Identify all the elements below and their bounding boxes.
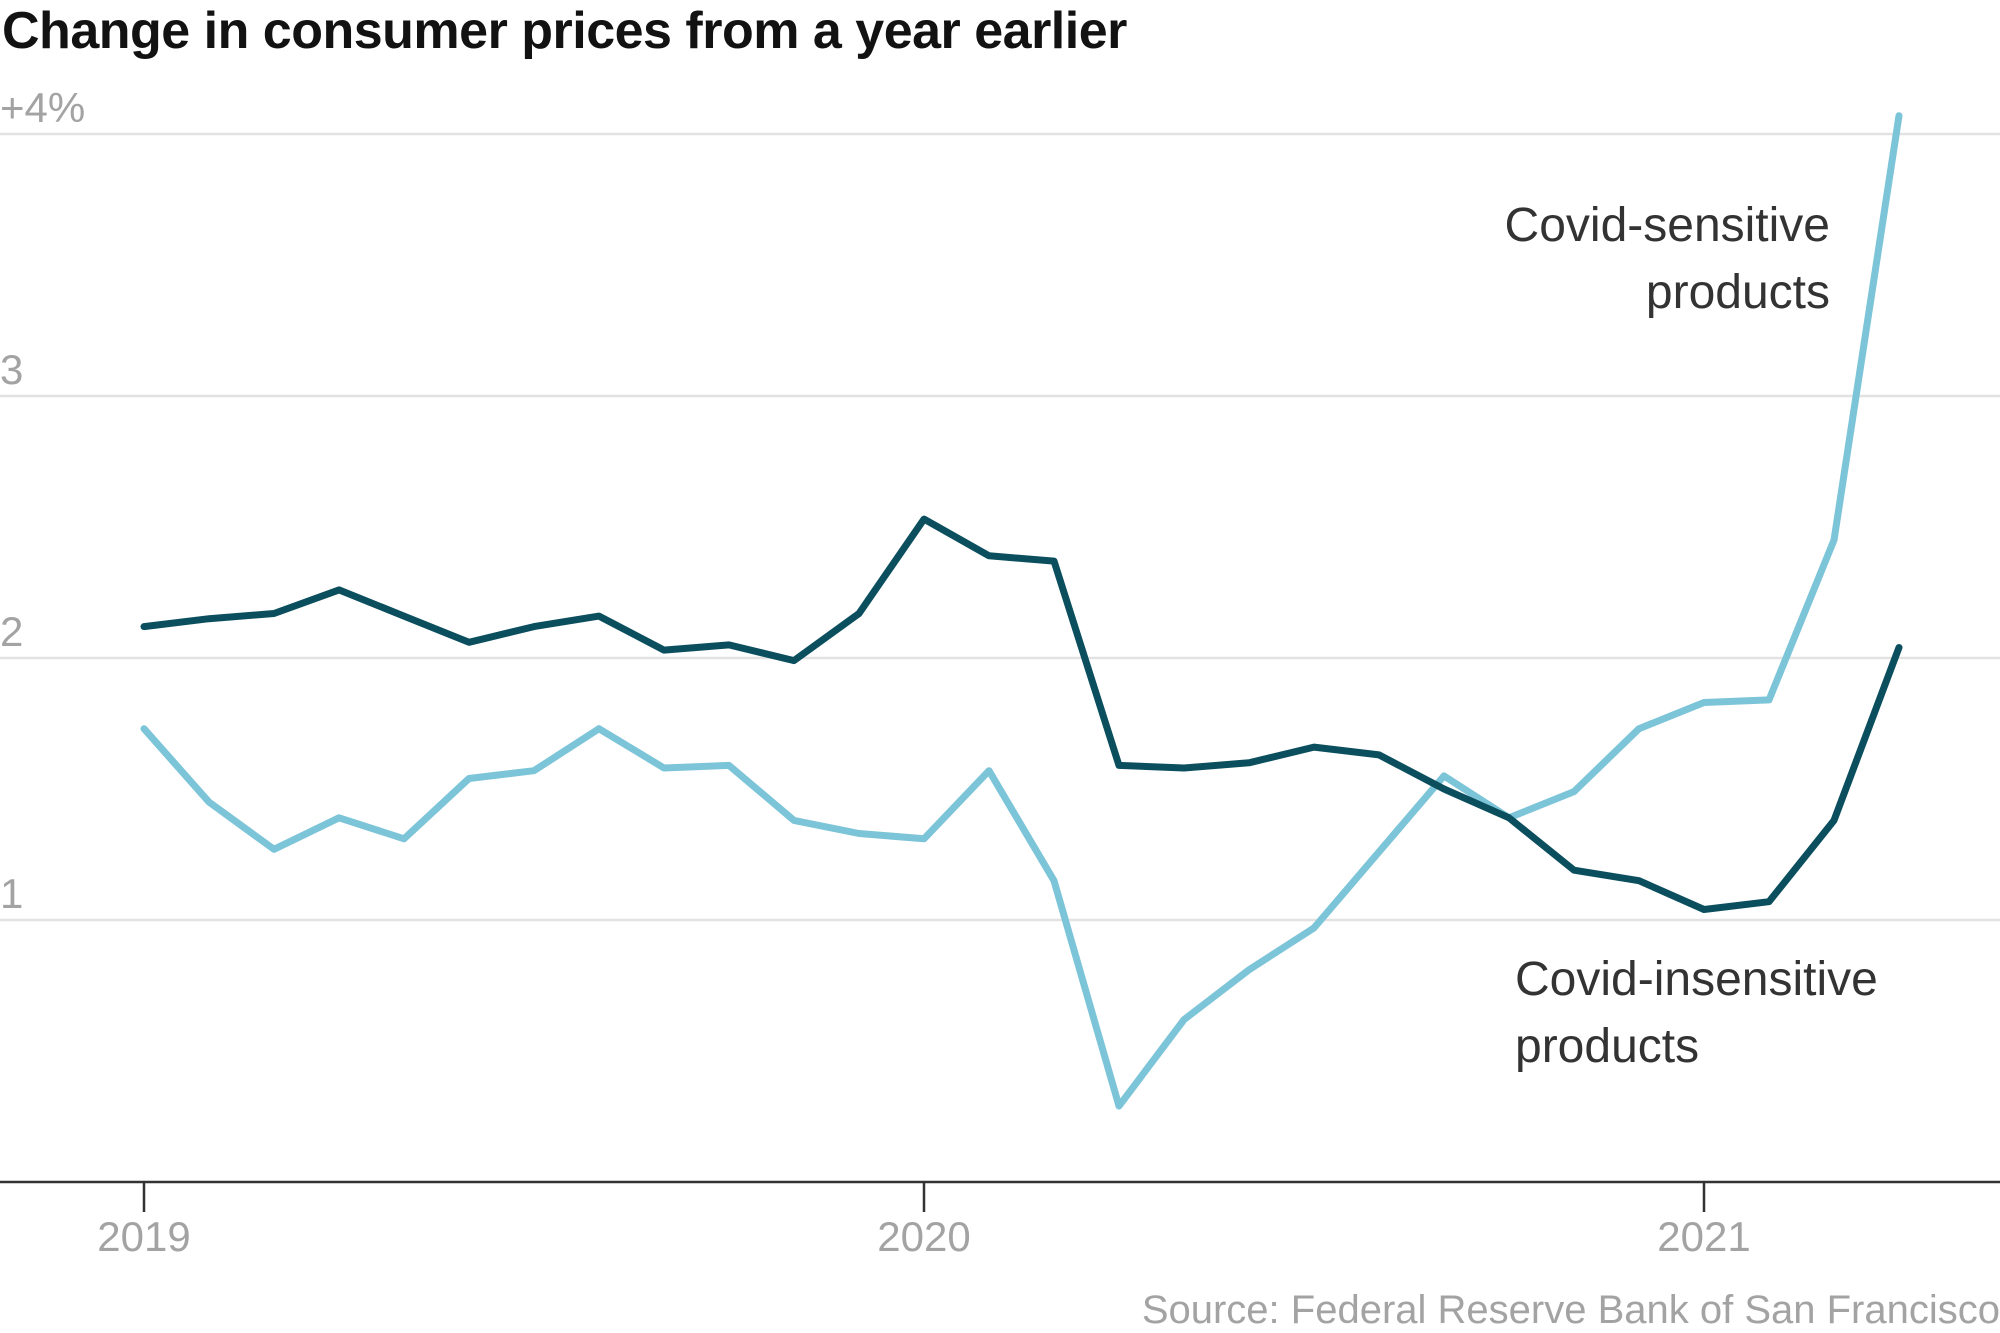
chart-title: Change in consumer prices from a year ea… (2, 2, 1127, 60)
x-tick-label: 2020 (877, 1213, 970, 1260)
gridlines (0, 132, 2000, 922)
series-label-covid-insensitive-line2: products (1515, 1020, 1699, 1073)
series-line-covid-sensitive (140, 112, 1903, 1110)
y-tick-label: 1 (0, 870, 23, 917)
x-axis-ticks: 2019 2020 2021 (97, 1182, 1751, 1260)
series-label-covid-insensitive-line1: Covid-insensitive (1515, 953, 1878, 1006)
source-note: Source: Federal Reserve Bank of San Fran… (1142, 1288, 2000, 1332)
series-labels: Covid-sensitive products Covid-insensiti… (1505, 199, 1878, 1073)
series-line-covid-insensitive (140, 515, 1903, 913)
y-tick-label: +4% (0, 84, 85, 131)
y-axis-ticks: 1 2 3 +4% (0, 84, 85, 917)
y-tick-label: 2 (0, 608, 23, 655)
series-label-covid-sensitive-line1: Covid-sensitive (1505, 199, 1830, 252)
series-label-covid-sensitive-line2: products (1646, 266, 1830, 319)
x-tick-label: 2021 (1657, 1213, 1750, 1260)
y-tick-label: 3 (0, 346, 23, 393)
x-tick-label: 2019 (97, 1213, 190, 1260)
series-lines (140, 112, 1903, 1110)
